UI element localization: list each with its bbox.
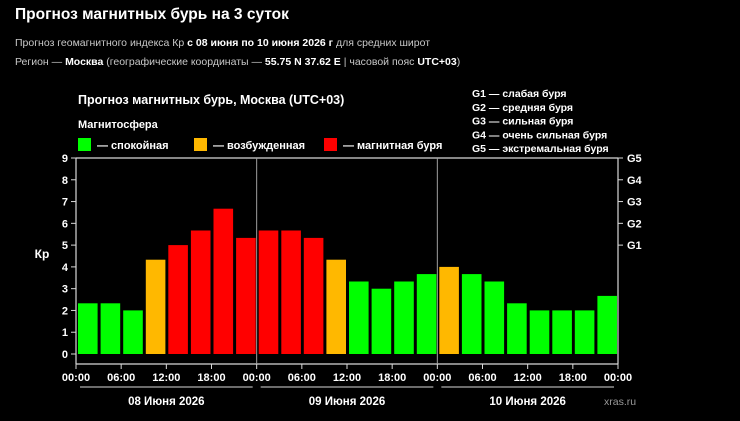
description-suffix: для средних широт: [333, 37, 431, 49]
legend-swatch: [324, 138, 337, 151]
legend-swatch: [78, 138, 91, 151]
x-tick-label: 00:00: [243, 372, 271, 384]
y-axis-label: Кр: [35, 247, 50, 261]
g-legend-item: G3 — сильная буря: [472, 116, 573, 128]
day-label: 08 Июня 2026: [128, 396, 205, 408]
x-tick-label: 06:00: [468, 372, 496, 384]
x-tick-label: 12:00: [152, 372, 180, 384]
timezone-label: | часовой пояс: [340, 56, 418, 68]
region-city: Москва: [65, 56, 104, 68]
y-tick-label: 1: [62, 327, 68, 339]
kp-bar: [326, 259, 346, 354]
kp-bar: [145, 259, 166, 354]
description-prefix: Прогноз геомагнитного индекса Кр: [15, 37, 188, 49]
kp-bar: [394, 281, 414, 354]
g-tick-label: G1: [627, 240, 642, 252]
region-info: Регион — Москва (географические координа…: [15, 56, 460, 68]
kp-bar: [78, 303, 98, 354]
kp-bar: [461, 274, 482, 354]
page-title: Прогноз магнитных бурь на 3 суток: [15, 6, 289, 23]
chart-panel: Прогноз магнитных бурь, Москва (UTC+03) М…: [16, 78, 740, 416]
y-tick-label: 5: [62, 240, 68, 252]
x-tick-label: 00:00: [62, 372, 90, 384]
region-label: Регион —: [15, 56, 66, 68]
kp-bar: [371, 288, 392, 354]
legend-label: — спокойная: [97, 140, 169, 152]
g-legend-item: G5 — экстремальная буря: [472, 143, 609, 155]
x-tick-label: 12:00: [333, 372, 361, 384]
legend-title: Магнитосфера: [78, 119, 159, 131]
legend-label: — магнитная буря: [343, 140, 442, 152]
kp-bar: [529, 310, 550, 354]
kp-bar: [213, 208, 234, 354]
y-tick-label: 9: [62, 153, 68, 165]
legend-label: — возбужденная: [213, 140, 305, 152]
g-tick-label: G5: [627, 153, 642, 165]
region-info-close: ): [456, 56, 461, 68]
kp-bar: [236, 237, 256, 354]
y-tick-label: 0: [62, 349, 68, 361]
kp-bar: [507, 303, 527, 354]
x-tick-label: 18:00: [559, 372, 587, 384]
kp-bar: [597, 295, 617, 354]
coords-label: (географические координаты —: [103, 56, 265, 68]
kp-bar: [258, 230, 279, 354]
watermark: xras.ru: [604, 396, 636, 408]
region-coords: 55.75 N 37.62 E: [264, 56, 341, 68]
kp-bar: [574, 310, 595, 354]
x-tick-label: 06:00: [107, 372, 135, 384]
kp-bar: [484, 281, 505, 354]
day-label: 10 Июня 2026: [489, 396, 566, 408]
g-legend-item: G2 — средняя буря: [472, 102, 573, 114]
y-tick-label: 7: [62, 197, 68, 209]
kp-bar: [303, 237, 324, 354]
kp-bar: [123, 310, 143, 354]
g-tick-label: G2: [627, 218, 642, 230]
x-tick-label: 00:00: [604, 372, 632, 384]
kp-bar: [281, 230, 301, 354]
g-tick-label: G4: [627, 175, 643, 187]
kp-forecast-chart: Прогноз магнитных бурь, Москва (UTC+03) М…: [35, 88, 643, 408]
kp-bar: [439, 266, 459, 354]
kp-bar: [552, 310, 572, 354]
x-tick-label: 00:00: [423, 372, 451, 384]
g-legend-item: G4 — очень сильная буря: [472, 129, 607, 141]
legend-swatch: [194, 138, 207, 151]
kp-bar: [190, 230, 211, 354]
y-tick-label: 6: [62, 218, 68, 230]
y-tick-label: 3: [62, 284, 68, 296]
y-tick-label: 2: [62, 305, 68, 317]
kp-bar: [168, 245, 188, 354]
x-tick-label: 18:00: [197, 372, 225, 384]
day-label: 09 Июня 2026: [309, 396, 386, 408]
kp-bar: [349, 281, 369, 354]
g-legend-item: G1 — слабая буря: [472, 88, 567, 100]
timezone-value: UTC+03: [417, 56, 457, 68]
chart-title: Прогноз магнитных бурь, Москва (UTC+03): [78, 93, 344, 107]
kp-bar: [100, 303, 121, 354]
x-tick-label: 12:00: [514, 372, 542, 384]
g-tick-label: G3: [627, 197, 642, 209]
kp-bar: [416, 274, 437, 354]
x-tick-label: 06:00: [288, 372, 316, 384]
y-tick-label: 8: [62, 175, 68, 187]
forecast-description: Прогноз геомагнитного индекса Кр с 08 ию…: [15, 37, 430, 49]
y-tick-label: 4: [62, 262, 69, 274]
x-tick-label: 18:00: [378, 372, 406, 384]
date-range: с 08 июня по 10 июня 2026 г: [187, 37, 334, 49]
